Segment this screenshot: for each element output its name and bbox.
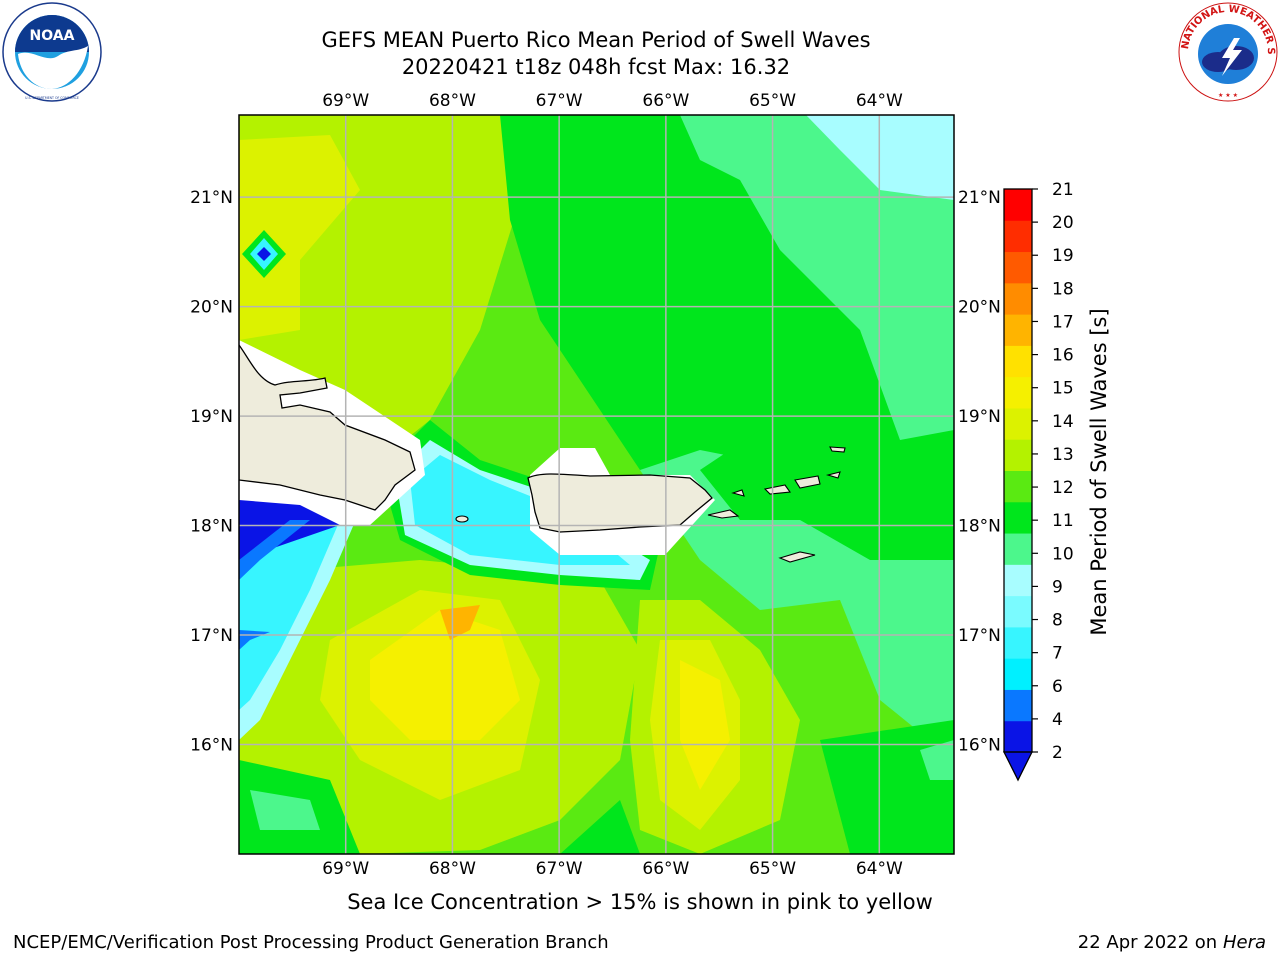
colorbar-segment	[1004, 376, 1032, 409]
colorbar-tick-label: 8	[1052, 611, 1063, 631]
nws-logo: NATIONAL WEATHER SERVICE ★ ★ ★	[1178, 2, 1278, 102]
graticule	[239, 115, 954, 854]
noaa-logo: NOAA U.S. DEPARTMENT OF COMMERCE	[2, 2, 102, 102]
colorbar-tick-label: 16	[1052, 346, 1074, 366]
colorbar-segment	[1004, 720, 1032, 753]
colorbar-tick-label: 18	[1052, 279, 1074, 299]
colorbar-tick-label: 10	[1052, 544, 1074, 564]
colorbar-tick-label: 19	[1052, 246, 1074, 266]
date-stamp: 22 Apr 2022 on Hera	[1078, 932, 1266, 953]
colorbar-segment	[1004, 595, 1032, 628]
machine-name: Hera	[1222, 932, 1266, 953]
colorbar-tick-label: 15	[1052, 379, 1074, 399]
lon-label-bottom: 68°W	[429, 859, 476, 879]
colorbar-segment	[1004, 501, 1032, 534]
colorbar-tick-label: 9	[1052, 577, 1063, 597]
svg-text:U.S. DEPARTMENT OF COMMERCE: U.S. DEPARTMENT OF COMMERCE	[25, 96, 79, 100]
lat-label-right: 20°N	[958, 298, 1001, 318]
colorbar-tick-label: 4	[1052, 710, 1063, 730]
colorbar-segment	[1004, 689, 1032, 722]
colorbar-tick-label: 6	[1052, 677, 1063, 697]
colorbar-tick-label: 2	[1052, 743, 1063, 763]
svg-text:★ ★ ★: ★ ★ ★	[1218, 92, 1238, 99]
lat-label-right: 16°N	[958, 736, 1001, 756]
lon-label-bottom: 66°W	[642, 859, 689, 879]
lon-label-top: 64°W	[856, 91, 903, 111]
colorbar-segment	[1004, 189, 1032, 221]
colorbar-extend-arrow	[1002, 751, 1034, 782]
lon-label-bottom: 69°W	[322, 859, 369, 879]
lon-label-bottom: 64°W	[856, 859, 903, 879]
lat-label-right: 21°N	[958, 188, 1001, 208]
lon-label-bottom: 65°W	[749, 859, 796, 879]
colorbar-segment	[1004, 220, 1032, 253]
svg-text:NOAA: NOAA	[30, 28, 75, 44]
lat-label-right: 17°N	[958, 626, 1001, 646]
colorbar-label: Mean Period of Swell Waves [s]	[1087, 308, 1111, 635]
lat-label-left: 21°N	[190, 188, 233, 208]
colorbar-tick-label: 7	[1052, 644, 1063, 664]
lat-label-left: 19°N	[190, 407, 233, 427]
lon-label-top: 68°W	[429, 91, 476, 111]
colorbar-tick-label: 11	[1052, 511, 1074, 531]
lat-label-left: 16°N	[190, 736, 233, 756]
map-figure: 69°W 69°W 68°W 68°W 67°W 67°W 66°W 66°W 65°W 65°W…	[190, 91, 1111, 879]
colorbar-frame	[1003, 188, 1033, 753]
lat-label-left: 20°N	[190, 298, 233, 318]
colorbar-tick-label: 21	[1052, 180, 1074, 200]
colorbar-tick-label: 12	[1052, 478, 1074, 498]
colorbar-segment	[1004, 314, 1032, 346]
colorbar-segment	[1004, 564, 1032, 597]
lat-label-left: 17°N	[190, 626, 233, 646]
colorbar-tick-label: 20	[1052, 213, 1074, 233]
colorbar-segment	[1004, 251, 1032, 284]
credit-text: NCEP/EMC/Verification Post Processing Pr…	[13, 932, 609, 953]
lon-label-top: 67°W	[536, 91, 583, 111]
colorbar-tick-label: 17	[1052, 312, 1074, 332]
colorbar: 21 20 19 18 17 16 15 14 13 12 11 10 9 8 7 6 4 2	[1002, 180, 1074, 782]
lat-label-left: 18°N	[190, 517, 233, 537]
colorbar-segment	[1004, 658, 1032, 690]
colorbar-segment	[1004, 282, 1032, 315]
colorbar-segment	[1004, 533, 1032, 565]
date-text: 22 Apr 2022 on	[1077, 932, 1223, 953]
map-frame	[238, 114, 955, 855]
lon-label-bottom: 67°W	[536, 859, 583, 879]
lat-label-right: 19°N	[958, 407, 1001, 427]
lat-label-right: 18°N	[958, 517, 1001, 537]
swell-period-field	[239, 115, 954, 854]
lon-label-top: 66°W	[642, 91, 689, 111]
chart-title: GEFS MEAN Puerto Rico Mean Period of Swe…	[321, 28, 871, 52]
lon-label-top: 69°W	[322, 91, 369, 111]
colorbar-segment	[1004, 470, 1032, 503]
colorbar-segment	[1004, 407, 1032, 440]
sea-ice-note: Sea Ice Concentration > 15% is shown in …	[347, 890, 933, 914]
colorbar-segment	[1004, 439, 1032, 471]
colorbar-segment	[1004, 626, 1032, 659]
colorbar-tick-label: 14	[1052, 412, 1074, 432]
colorbar-segment	[1004, 345, 1032, 378]
colorbar-tick-label: 13	[1052, 445, 1074, 465]
chart-subtitle: 20220421 t18z 048h fcst Max: 16.32	[401, 55, 791, 79]
lon-label-top: 65°W	[749, 91, 796, 111]
